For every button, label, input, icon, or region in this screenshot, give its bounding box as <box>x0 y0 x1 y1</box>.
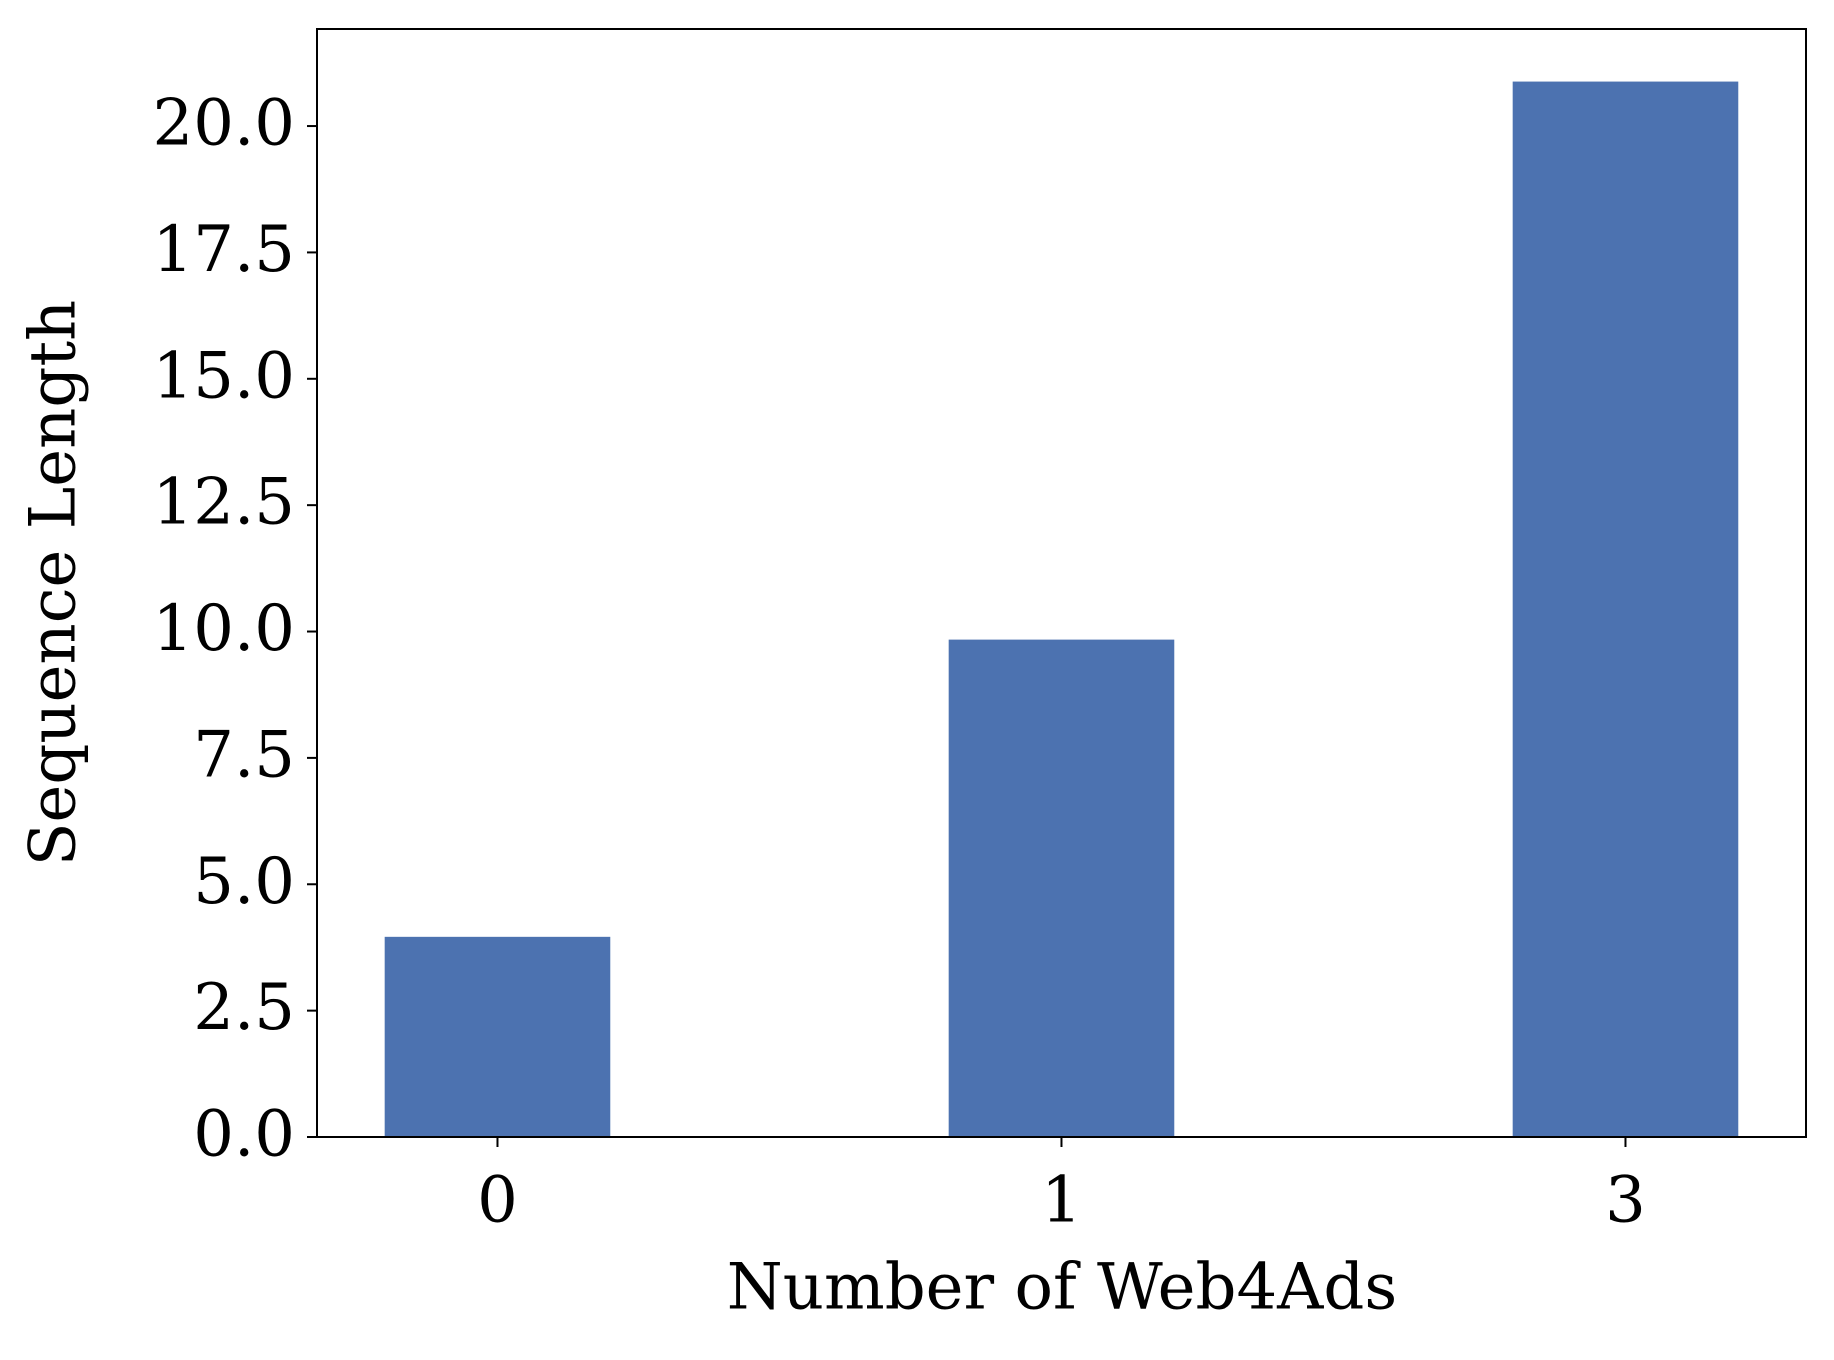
y-tick-label: 2.5 <box>193 971 295 1045</box>
y-tick-label: 12.5 <box>153 466 296 540</box>
y-tick-label: 10.0 <box>153 592 296 666</box>
x-tick-label: 3 <box>1605 1164 1646 1238</box>
bar <box>384 936 611 1137</box>
x-axis-label: Number of Web4Ads <box>727 1251 1397 1325</box>
y-tick-label: 7.5 <box>193 718 295 792</box>
y-tick-label: 20.0 <box>153 87 296 161</box>
bar <box>1512 81 1739 1138</box>
y-tick-label: 15.0 <box>153 339 296 413</box>
y-axis-label: Sequence Length <box>17 300 91 867</box>
x-tick-label: 0 <box>477 1164 518 1238</box>
x-tick-label: 1 <box>1041 1164 1082 1238</box>
y-tick-label: 0.0 <box>193 1098 295 1172</box>
y-tick-label: 17.5 <box>153 213 296 287</box>
plot-frame <box>316 28 1807 1138</box>
bar <box>948 639 1175 1137</box>
y-tick-label: 5.0 <box>193 845 295 919</box>
